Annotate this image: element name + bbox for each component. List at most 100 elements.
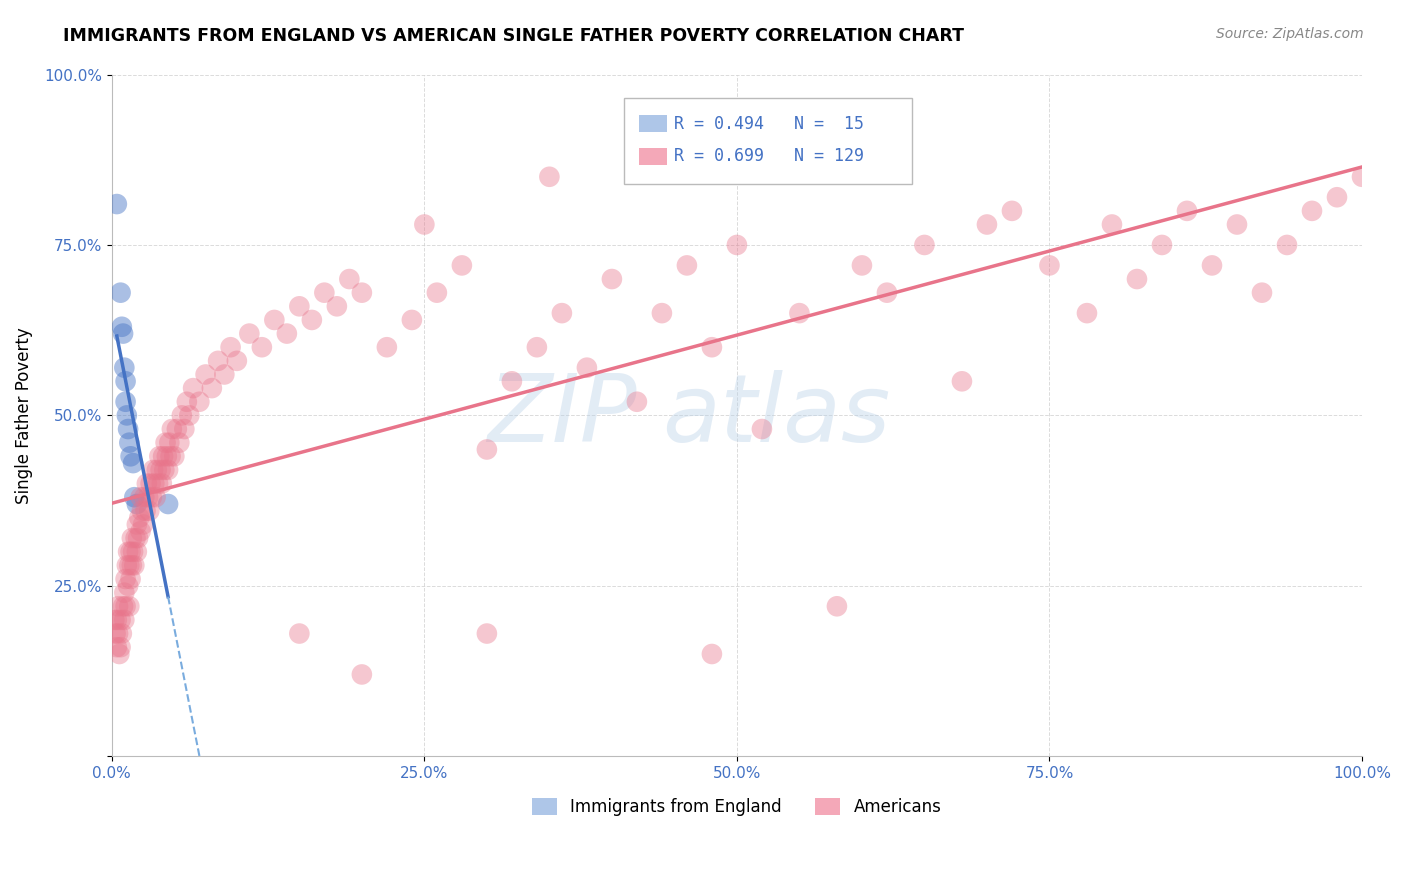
Point: [105, 613, 128, 627]
Legend: Immigrants from England, Americans: Immigrants from England, Americans: [526, 791, 948, 823]
Point: [136, 490, 159, 504]
Text: R = 0.494   N =  15: R = 0.494 N = 15: [675, 114, 865, 133]
Point: [288, 299, 311, 313]
Point: [145, 490, 167, 504]
Point: [179, 409, 201, 423]
Y-axis label: Single Father Poverty: Single Father Poverty: [15, 327, 32, 504]
Point: [146, 463, 169, 477]
Point: [526, 340, 548, 354]
Point: [103, 613, 125, 627]
Text: Source: ZipAtlas.com: Source: ZipAtlas.com: [1216, 27, 1364, 41]
Point: [1076, 306, 1098, 320]
Point: [1175, 203, 1198, 218]
Point: [114, 572, 136, 586]
Point: [105, 197, 128, 211]
Point: [651, 306, 673, 320]
Point: [148, 450, 170, 464]
Point: [153, 463, 176, 477]
Point: [188, 394, 211, 409]
Point: [194, 368, 217, 382]
Point: [413, 218, 436, 232]
Point: [112, 585, 135, 599]
Point: [181, 381, 204, 395]
Point: [1326, 190, 1348, 204]
Point: [155, 435, 177, 450]
Point: [173, 422, 195, 436]
Point: [112, 326, 135, 341]
Point: [125, 497, 148, 511]
Point: [114, 374, 136, 388]
Point: [276, 326, 298, 341]
Point: [127, 531, 149, 545]
Point: [751, 422, 773, 436]
Point: [1226, 218, 1249, 232]
Point: [314, 285, 336, 300]
Bar: [640, 148, 666, 165]
Point: [238, 326, 260, 341]
Point: [1351, 169, 1374, 184]
Point: [114, 599, 136, 614]
Point: [214, 368, 236, 382]
Point: [129, 524, 152, 539]
Point: [111, 319, 134, 334]
Point: [117, 579, 139, 593]
Point: [551, 306, 574, 320]
Point: [157, 435, 180, 450]
Point: [129, 490, 152, 504]
Point: [1251, 285, 1274, 300]
Point: [124, 558, 146, 573]
Point: [664, 149, 686, 163]
Point: [426, 285, 449, 300]
Point: [150, 476, 173, 491]
Point: [789, 306, 811, 320]
Point: [107, 599, 129, 614]
Point: [676, 259, 699, 273]
Point: [1301, 203, 1323, 218]
Point: [134, 490, 156, 504]
Point: [166, 422, 188, 436]
Point: [626, 394, 648, 409]
Point: [121, 558, 143, 573]
Point: [135, 476, 157, 491]
Point: [288, 626, 311, 640]
Point: [201, 381, 224, 395]
Point: [125, 517, 148, 532]
Point: [451, 259, 474, 273]
Point: [375, 340, 398, 354]
Point: [876, 285, 898, 300]
Point: [160, 422, 183, 436]
Point: [207, 354, 229, 368]
Point: [157, 463, 180, 477]
Point: [131, 504, 153, 518]
Point: [700, 647, 723, 661]
Point: [117, 422, 139, 436]
Point: [104, 626, 127, 640]
Point: [501, 374, 523, 388]
Point: [117, 545, 139, 559]
Point: [263, 313, 285, 327]
Point: [142, 463, 165, 477]
Point: [176, 394, 198, 409]
Point: [112, 613, 135, 627]
Point: [350, 285, 373, 300]
Point: [169, 435, 191, 450]
Point: [110, 640, 132, 655]
Point: [1101, 218, 1123, 232]
Point: [1275, 238, 1298, 252]
Bar: [640, 115, 666, 133]
Point: [475, 626, 498, 640]
Point: [825, 599, 848, 614]
Point: [700, 340, 723, 354]
Point: [350, 667, 373, 681]
Point: [1126, 272, 1149, 286]
Point: [1038, 259, 1060, 273]
Point: [1201, 259, 1223, 273]
Point: [170, 409, 193, 423]
Point: [575, 360, 598, 375]
Point: [112, 599, 135, 614]
Point: [132, 517, 155, 532]
FancyBboxPatch shape: [624, 98, 912, 184]
Point: [950, 374, 973, 388]
Point: [157, 497, 180, 511]
Point: [725, 238, 748, 252]
